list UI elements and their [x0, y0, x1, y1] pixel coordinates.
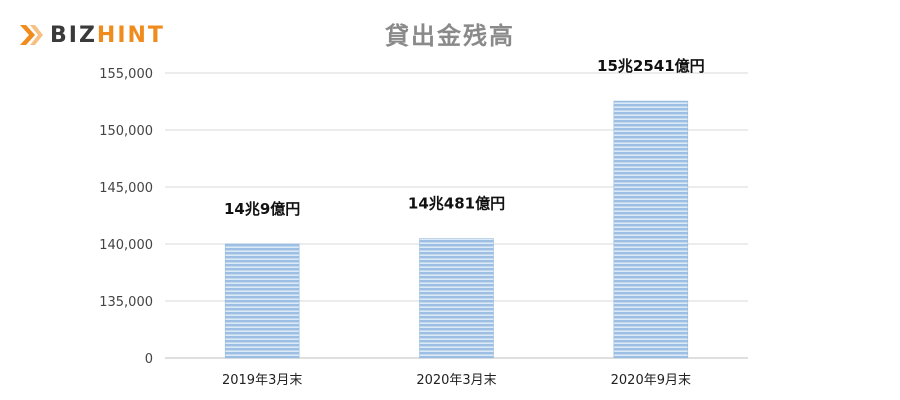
bizhint-logo: BIZHINT [18, 20, 165, 50]
logo-text-main: BIZ [50, 22, 97, 48]
x-tick-label: 2020年9月末 [611, 373, 691, 388]
y-axis-ticks: 0 135,000 140,000 145,000 150,000 155,000 [99, 67, 153, 367]
bar [419, 238, 494, 359]
y-tick-label: 0 [145, 352, 153, 367]
logo-text-accent: HINT [96, 22, 165, 48]
logo-wordmark: BIZHINT [50, 23, 165, 48]
x-axis-ticks: 2019年3月末 2020年3月末 2020年9月末 [222, 373, 691, 388]
data-labels: 14兆9億円 14兆481億円 15兆2541億円 [224, 57, 705, 218]
bar [224, 243, 300, 359]
bar [613, 100, 689, 359]
data-label: 14兆9億円 [224, 200, 300, 218]
bars [224, 100, 689, 359]
y-tick-label: 155,000 [99, 67, 153, 82]
y-tick-label: 145,000 [99, 181, 153, 196]
y-tick-label: 150,000 [99, 124, 153, 139]
x-tick-label: 2020年3月末 [416, 373, 496, 388]
chart-title: 貸出金残高 [385, 22, 515, 50]
data-label: 14兆481億円 [408, 195, 505, 213]
x-tick-label: 2019年3月末 [222, 373, 302, 388]
y-tick-label: 140,000 [99, 238, 153, 253]
y-tick-label: 135,000 [99, 295, 153, 310]
data-label: 15兆2541億円 [597, 57, 705, 75]
logo-mark-icon [20, 25, 43, 45]
